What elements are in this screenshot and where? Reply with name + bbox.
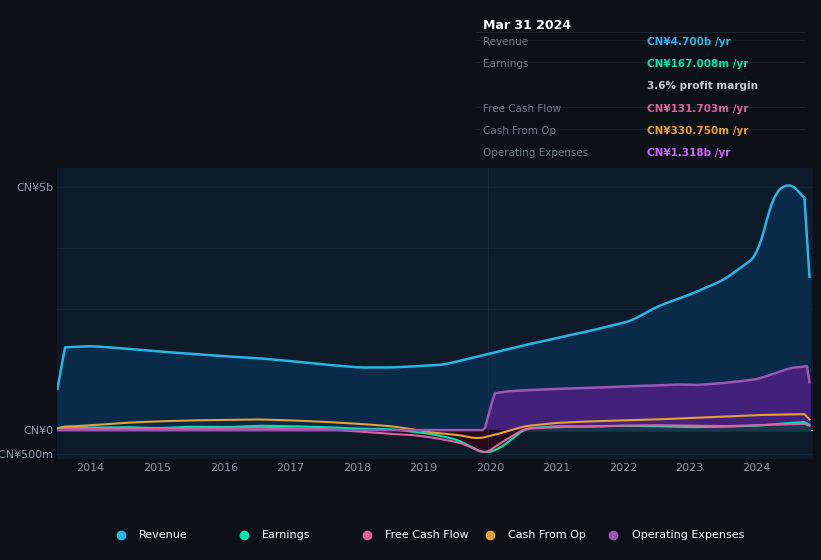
Text: Mar 31 2024: Mar 31 2024 [484, 20, 571, 32]
Text: Earnings: Earnings [262, 530, 310, 540]
Text: CN¥131.703m /yr: CN¥131.703m /yr [647, 104, 748, 114]
Text: Revenue: Revenue [484, 37, 529, 47]
Text: Free Cash Flow: Free Cash Flow [484, 104, 562, 114]
Text: 3.6% profit margin: 3.6% profit margin [647, 81, 758, 91]
Text: CN¥167.008m /yr: CN¥167.008m /yr [647, 59, 748, 69]
Text: Operating Expenses: Operating Expenses [631, 530, 744, 540]
Text: Cash From Op: Cash From Op [508, 530, 586, 540]
Text: CN¥330.750m /yr: CN¥330.750m /yr [647, 126, 748, 136]
Text: Operating Expenses: Operating Expenses [484, 148, 589, 158]
Text: Free Cash Flow: Free Cash Flow [385, 530, 469, 540]
Text: Cash From Op: Cash From Op [484, 126, 557, 136]
Text: CN¥1.318b /yr: CN¥1.318b /yr [647, 148, 730, 158]
Text: Revenue: Revenue [139, 530, 188, 540]
Text: CN¥4.700b /yr: CN¥4.700b /yr [647, 37, 731, 47]
Text: Earnings: Earnings [484, 59, 529, 69]
